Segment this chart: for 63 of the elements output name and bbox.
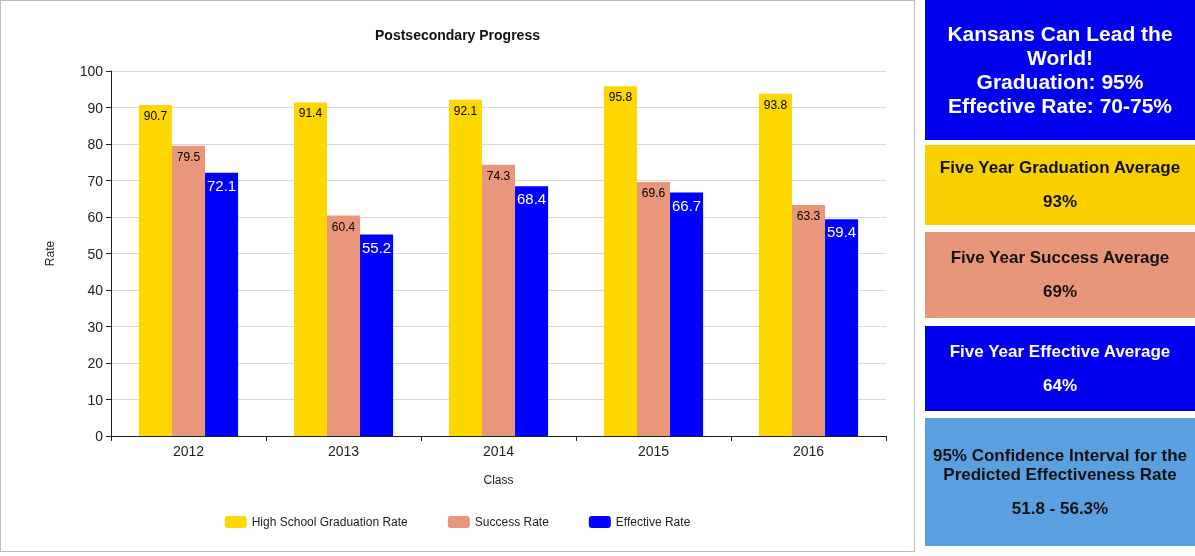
y-tick-label: 20: [87, 355, 104, 371]
text: 93%: [1042, 192, 1078, 212]
bar: [670, 192, 704, 436]
y-tick-label: 80: [87, 136, 104, 152]
legend-label: Success Rate: [474, 515, 550, 529]
data-label: 93.8: [763, 97, 788, 112]
data-label: 66.7: [671, 196, 702, 214]
data-label: 74.3: [486, 168, 511, 183]
bar: [825, 219, 859, 436]
y-tick-label: 30: [87, 318, 104, 335]
text: 69%: [1042, 282, 1078, 302]
x-tick-label: 2016: [792, 443, 825, 459]
x-axis-title: Class: [483, 473, 514, 487]
bar: [360, 234, 394, 436]
bar: [481, 164, 516, 436]
data-label: 90.7: [143, 108, 168, 123]
data-label: 60.4: [331, 219, 356, 234]
data-label: 69.6: [641, 185, 666, 200]
x-tick-label: 2014: [482, 443, 515, 459]
text: Kansans Can Lead the World!: [946, 21, 1174, 70]
data-label: 91.4: [298, 106, 323, 121]
y-tick-label: 90: [87, 99, 104, 116]
bar: [205, 172, 239, 436]
bar: [138, 104, 172, 436]
y-tick-label: 10: [87, 391, 104, 408]
data-label: 63.3: [796, 208, 821, 223]
text: Effective Rate: 70-75%: [946, 94, 1174, 119]
data-label: 68.4: [516, 190, 547, 208]
y-tick-label: 40: [87, 282, 104, 298]
bar: [171, 145, 206, 436]
bar: [636, 181, 671, 436]
x-tick-label: 2013: [327, 443, 360, 459]
x-tick-label: 2012: [172, 443, 205, 459]
bar: [515, 186, 549, 436]
text: Five Year Graduation Average: [938, 158, 1182, 178]
y-tick-label: 100: [79, 63, 104, 79]
legend-label: Effective Rate: [615, 515, 691, 529]
y-axis-title: Rate: [43, 240, 57, 267]
text: 64%: [1042, 375, 1078, 396]
y-tick-label: 60: [87, 209, 104, 225]
y-tick-label: 0: [95, 428, 104, 444]
text: Graduation: 95%: [975, 70, 1145, 95]
x-tick-label: 2015: [637, 443, 670, 459]
data-label: 59.4: [826, 223, 857, 241]
bar: [448, 99, 482, 436]
legend-label: High School Graduation Rate: [251, 515, 409, 529]
text: Five Year Effective Average: [948, 341, 1172, 362]
bar: [758, 93, 792, 436]
data-label: 92.1: [453, 103, 478, 118]
bar: [791, 204, 826, 436]
bar: [293, 102, 327, 436]
text: 51.8 - 56.3%: [1010, 498, 1110, 519]
y-tick-label: 70: [87, 172, 104, 189]
text: Five Year Success Average: [949, 248, 1171, 268]
bar: [326, 215, 361, 436]
data-label: 79.5: [176, 149, 201, 164]
chart-title: Postsecondary Progress: [375, 27, 541, 43]
bar: [603, 86, 637, 436]
y-tick-label: 50: [87, 245, 104, 262]
text: 95% Confidence Interval for the Predicted Effectiveness Rate: [931, 445, 1189, 485]
data-label: 72.1: [206, 176, 237, 194]
data-label: 55.2: [361, 238, 392, 256]
data-label: 95.8: [608, 90, 633, 105]
